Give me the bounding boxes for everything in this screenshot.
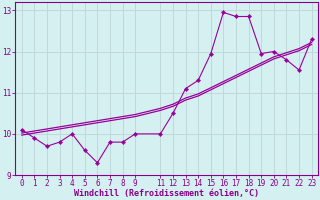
X-axis label: Windchill (Refroidissement éolien,°C): Windchill (Refroidissement éolien,°C) xyxy=(74,189,259,198)
